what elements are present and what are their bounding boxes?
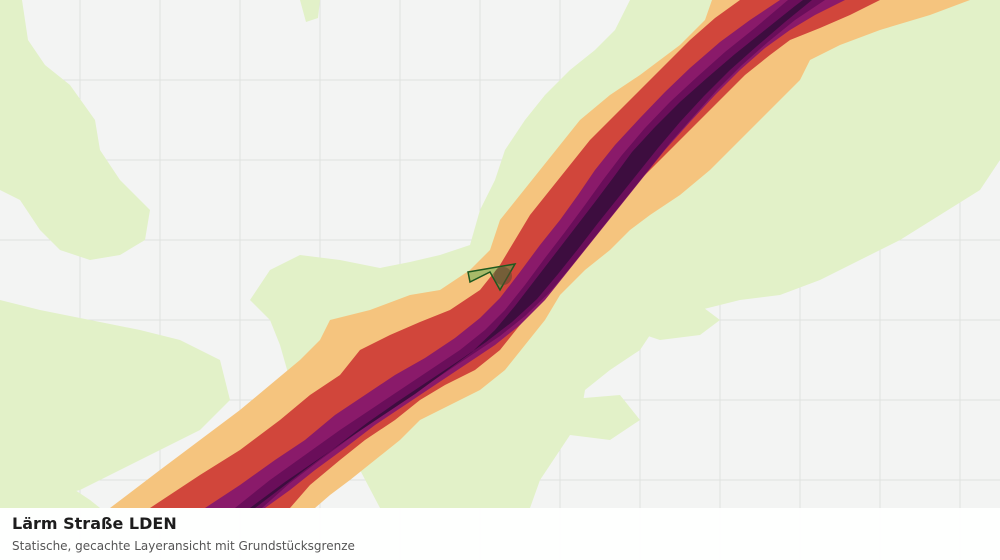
caption-title: Lärm Straße LDEN <box>12 514 177 533</box>
noise-bands <box>110 0 970 508</box>
caption-subtitle: Statische, gecachte Layeransicht mit Gru… <box>12 539 355 553</box>
map-caption: Lärm Straße LDEN Statische, gecachte Lay… <box>0 508 1000 560</box>
noise-band-3 <box>205 0 845 508</box>
noise-band-2 <box>150 0 880 508</box>
parcel-marker <box>494 267 512 285</box>
noise-band-5 <box>250 0 812 508</box>
noise-band-4 <box>235 0 825 508</box>
parcel-boundary[interactable] <box>467 262 517 292</box>
